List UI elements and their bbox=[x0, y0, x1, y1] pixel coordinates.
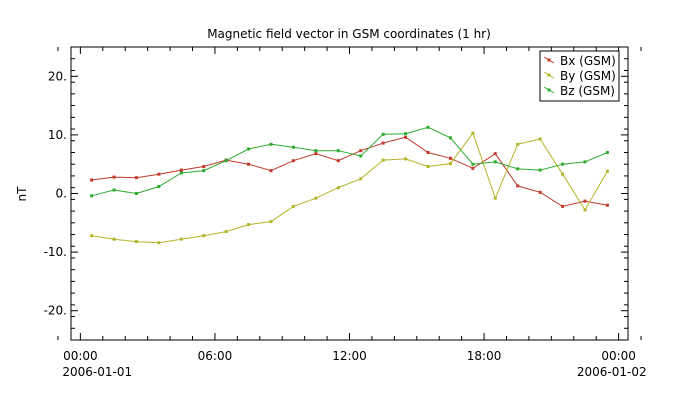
data-point bbox=[516, 142, 520, 146]
data-point bbox=[561, 204, 565, 208]
data-point bbox=[561, 162, 565, 166]
data-point bbox=[448, 156, 452, 160]
series-layer bbox=[90, 125, 609, 245]
x-date-label: 2006-01-01 bbox=[62, 365, 132, 379]
data-point bbox=[269, 142, 273, 146]
data-point bbox=[471, 162, 475, 166]
data-point bbox=[359, 154, 363, 158]
legend-marker bbox=[547, 88, 551, 92]
data-point bbox=[583, 208, 587, 212]
data-point bbox=[426, 165, 430, 169]
data-point bbox=[157, 241, 161, 245]
data-point bbox=[448, 136, 452, 140]
data-point bbox=[381, 141, 385, 145]
data-point bbox=[202, 234, 206, 238]
data-point bbox=[179, 237, 183, 241]
data-point bbox=[179, 171, 183, 175]
data-point bbox=[112, 175, 116, 179]
data-point bbox=[224, 159, 228, 163]
data-point bbox=[561, 172, 565, 176]
data-point bbox=[314, 152, 318, 156]
data-point bbox=[583, 160, 587, 164]
legend-label: By (GSM) bbox=[560, 69, 616, 83]
data-point bbox=[314, 149, 318, 153]
chart-title: Magnetic field vector in GSM coordinates… bbox=[207, 27, 491, 41]
data-point bbox=[134, 240, 138, 244]
data-point bbox=[202, 165, 206, 169]
data-point bbox=[90, 178, 94, 182]
y-tick-label: -20. bbox=[44, 304, 67, 318]
data-point bbox=[314, 196, 318, 200]
data-point bbox=[179, 168, 183, 172]
legend-marker bbox=[547, 58, 551, 62]
data-point bbox=[269, 220, 273, 224]
x-tick-label: 12:00 bbox=[332, 349, 367, 363]
series-line bbox=[91, 132, 608, 244]
legend: Bx (GSM)By (GSM)Bz (GSM) bbox=[539, 50, 620, 102]
x-axis: 00:00 06:00 12:00 18:00 00:00 2006-01-01 2006-… bbox=[57, 47, 647, 379]
data-point bbox=[157, 172, 161, 176]
data-point bbox=[404, 132, 408, 136]
data-point bbox=[426, 125, 430, 129]
data-point bbox=[516, 167, 520, 171]
data-point bbox=[291, 204, 295, 208]
data-point bbox=[247, 223, 251, 227]
data-point bbox=[605, 203, 609, 207]
y-axis: -20. -10. 0. 10. 20. bbox=[44, 46, 628, 341]
y-axis-label: nT bbox=[15, 186, 29, 202]
data-point bbox=[583, 199, 587, 203]
data-point bbox=[448, 162, 452, 166]
data-point bbox=[538, 137, 542, 141]
data-point bbox=[112, 237, 116, 241]
data-point bbox=[493, 160, 497, 164]
data-point bbox=[112, 188, 116, 192]
legend-marker bbox=[547, 73, 551, 77]
legend-label: Bx (GSM) bbox=[560, 54, 616, 68]
data-point bbox=[516, 184, 520, 188]
data-point bbox=[90, 194, 94, 198]
data-point bbox=[291, 159, 295, 163]
data-point bbox=[247, 147, 251, 151]
data-point bbox=[134, 176, 138, 180]
data-point bbox=[493, 196, 497, 200]
data-point bbox=[291, 145, 295, 149]
data-point bbox=[134, 192, 138, 195]
legend-label: Bz (GSM) bbox=[560, 84, 615, 98]
x-date-label: 2006-01-02 bbox=[577, 365, 647, 379]
data-point bbox=[336, 159, 340, 163]
series-line bbox=[91, 136, 608, 207]
x-tick-label: 06:00 bbox=[198, 349, 233, 363]
data-point bbox=[224, 230, 228, 234]
data-point bbox=[426, 150, 430, 154]
data-point bbox=[202, 169, 206, 173]
data-point bbox=[605, 150, 609, 154]
data-point bbox=[471, 131, 475, 135]
data-point bbox=[336, 149, 340, 153]
data-point bbox=[404, 157, 408, 161]
data-point bbox=[90, 234, 94, 238]
data-point bbox=[471, 166, 475, 170]
x-tick-label: 00:00 bbox=[63, 349, 98, 363]
data-point bbox=[157, 184, 161, 188]
x-tick-label: 18:00 bbox=[467, 349, 502, 363]
data-point bbox=[381, 158, 385, 162]
y-tick-label: 20. bbox=[48, 69, 67, 83]
data-point bbox=[247, 162, 251, 166]
data-point bbox=[538, 168, 542, 172]
data-point bbox=[336, 186, 340, 190]
x-tick-label: 00:00 bbox=[601, 349, 636, 363]
y-tick-label: 0. bbox=[56, 187, 67, 201]
data-point bbox=[269, 169, 273, 173]
data-point bbox=[538, 190, 542, 194]
data-point bbox=[381, 132, 385, 136]
data-point bbox=[493, 152, 497, 156]
data-point bbox=[404, 135, 408, 139]
data-point bbox=[359, 149, 363, 153]
y-tick-label: 10. bbox=[48, 128, 67, 142]
series-line bbox=[91, 126, 608, 197]
data-point bbox=[605, 169, 609, 173]
y-tick-label: -10. bbox=[44, 245, 67, 259]
data-point bbox=[359, 177, 363, 181]
